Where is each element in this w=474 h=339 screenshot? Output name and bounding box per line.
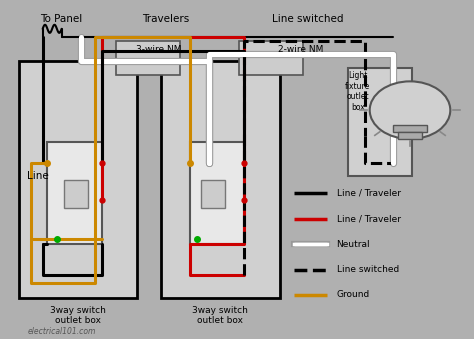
Bar xyxy=(190,142,244,244)
Bar xyxy=(161,61,280,298)
Text: 3way switch
outlet box: 3way switch outlet box xyxy=(50,305,106,325)
Text: electrical101.com: electrical101.com xyxy=(27,326,96,336)
Text: To Panel: To Panel xyxy=(40,14,83,24)
Text: 3way switch
outlet box: 3way switch outlet box xyxy=(192,305,248,325)
Text: Neutral: Neutral xyxy=(337,240,370,248)
Text: 2-wire NM: 2-wire NM xyxy=(278,45,324,54)
Bar xyxy=(19,61,137,298)
Circle shape xyxy=(370,81,450,139)
Text: Light
fixture
outlet
box: Light fixture outlet box xyxy=(345,72,371,112)
Text: 3-wire NM: 3-wire NM xyxy=(136,45,182,54)
Text: Travelers: Travelers xyxy=(142,14,190,24)
Text: Line: Line xyxy=(27,171,49,181)
Text: Ground: Ground xyxy=(337,291,370,299)
Bar xyxy=(239,41,303,75)
Text: Line / Traveler: Line / Traveler xyxy=(337,189,401,198)
Text: Line switched: Line switched xyxy=(337,265,399,274)
Bar xyxy=(47,142,102,244)
Text: Line switched: Line switched xyxy=(273,14,344,24)
Bar xyxy=(201,180,225,208)
Bar xyxy=(398,132,422,139)
Bar xyxy=(116,41,180,75)
Bar xyxy=(64,180,88,208)
Bar xyxy=(348,68,412,176)
Bar xyxy=(393,125,427,132)
Text: Line / Traveler: Line / Traveler xyxy=(337,214,401,223)
